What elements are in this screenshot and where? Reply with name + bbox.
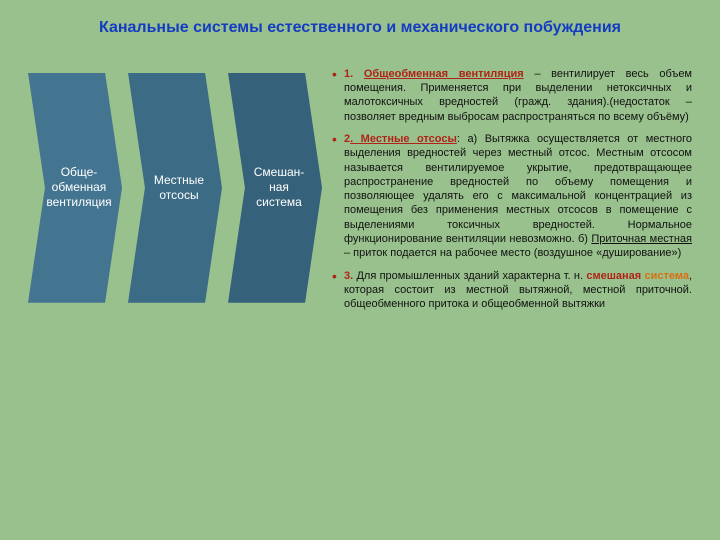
text-column: 1. Общеобменная вентиляция – вентилирует… <box>330 67 692 320</box>
page-title: Канальные системы естественного и механи… <box>80 18 640 39</box>
bullet-lead: Общеобменная вентиляция <box>364 68 524 80</box>
bullet-colon: : <box>457 133 468 145</box>
chevron-sequence: Обще-обменная вентиляция Местные отсосы … <box>28 67 322 320</box>
chevron-item: Смешан-ная система <box>228 73 322 303</box>
chevron-item: Местные отсосы <box>128 73 222 303</box>
content-row: Обще-обменная вентиляция Местные отсосы … <box>28 67 692 320</box>
bullet-number: 3. <box>344 270 356 282</box>
bullet-item: 2. Местные отсосы: а) Вытяжка осуществля… <box>330 132 692 261</box>
chevron-item: Обще-обменная вентиляция <box>28 73 122 303</box>
bullet-item: 3. Для промышленных зданий характерна т.… <box>330 269 692 312</box>
bullet-lead: . Местные отсосы <box>350 133 457 145</box>
bullet-emph: система <box>644 270 688 282</box>
bullet-number: 1. <box>344 68 364 80</box>
bullet-sub-underlined: Приточная местная <box>591 233 692 245</box>
bullet-item: 1. Общеобменная вентиляция – вентилирует… <box>330 67 692 124</box>
bullet-text: а) Вытяжка осуществляется от местного вы… <box>344 133 692 245</box>
bullet-text: – приток подается на рабочее место (возд… <box>344 247 681 259</box>
bullet-text: Для промышленных зданий характерна т. н. <box>356 270 586 282</box>
bullet-emph: смешаная <box>586 270 641 282</box>
